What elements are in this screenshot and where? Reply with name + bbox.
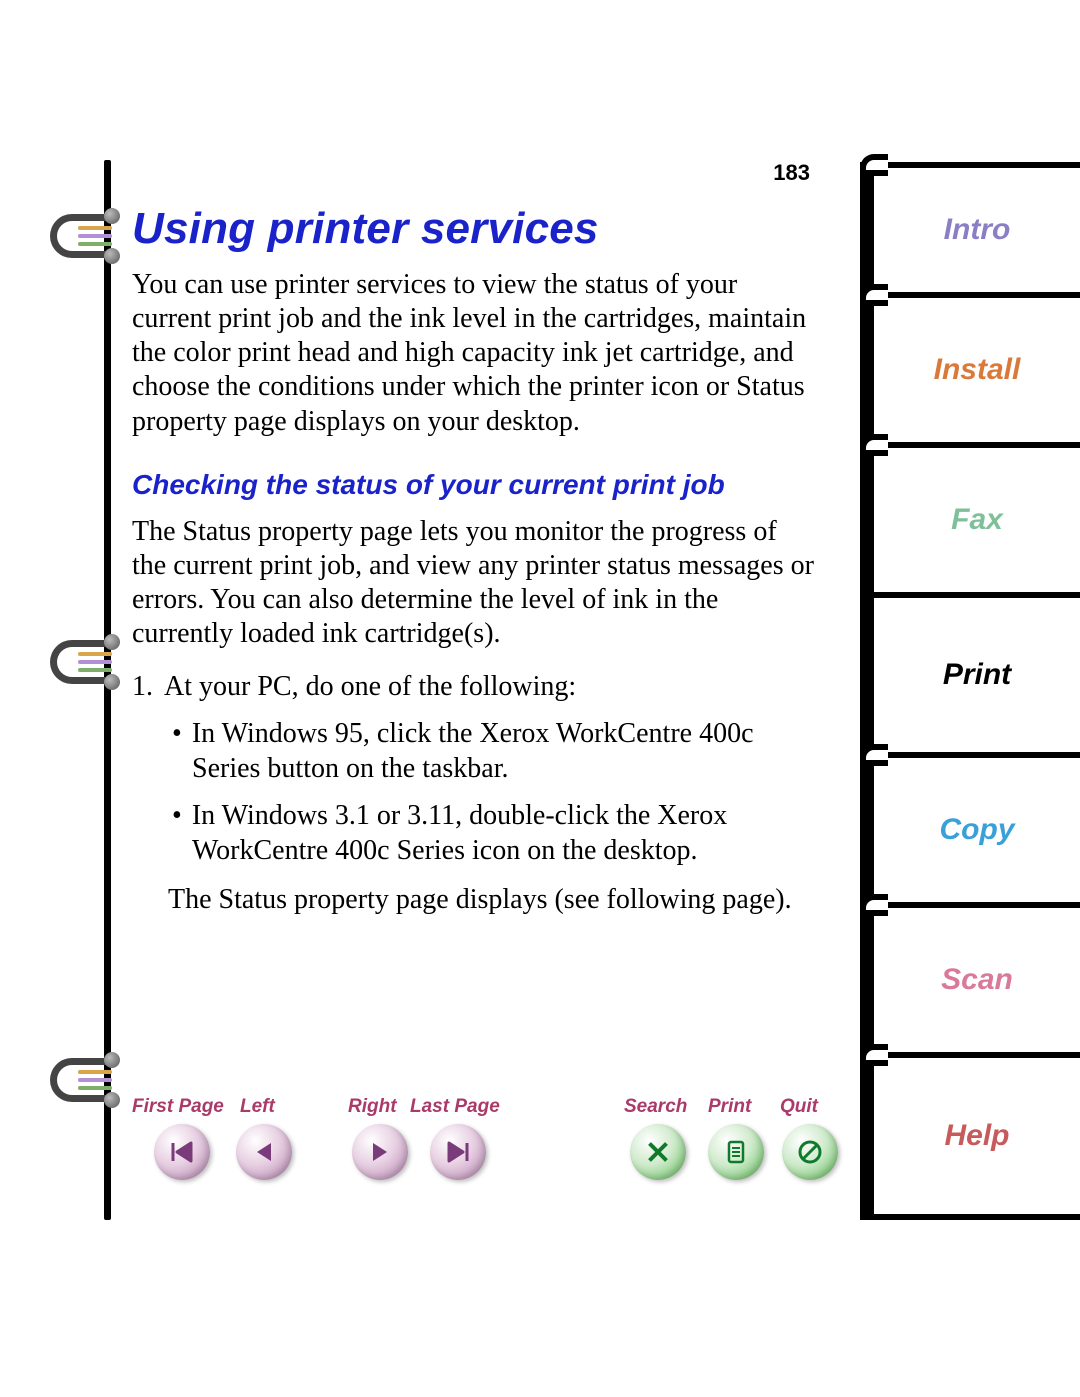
tab-label: Install xyxy=(934,353,1021,387)
page-title: Using printer services xyxy=(132,204,816,254)
binder-ring xyxy=(50,214,114,258)
tab-intro[interactable]: Intro xyxy=(874,162,1080,292)
binder-ring xyxy=(50,640,114,684)
nav-label-right: Right xyxy=(348,1096,397,1118)
left-icon xyxy=(249,1137,279,1167)
first-page-icon xyxy=(167,1137,197,1167)
nav-label-print: Print xyxy=(708,1096,751,1118)
section-heading: Checking the status of your current prin… xyxy=(132,469,816,501)
nav-label-left: Left xyxy=(240,1096,275,1118)
tab-print[interactable]: Print xyxy=(874,592,1080,752)
quit-icon xyxy=(795,1137,825,1167)
page-content: 183 Using printer services You can use p… xyxy=(132,160,816,1180)
tab-label: Intro xyxy=(944,213,1011,247)
print-icon xyxy=(721,1137,751,1167)
search-button[interactable] xyxy=(630,1124,686,1180)
tab-scan[interactable]: Scan xyxy=(874,902,1080,1052)
nav-label-last: Last Page xyxy=(410,1096,500,1118)
tab-fax[interactable]: Fax xyxy=(874,442,1080,592)
nav-label-quit: Quit xyxy=(780,1096,818,1118)
step-1-text: At your PC, do one of the following: xyxy=(164,671,576,702)
step-1: 1.At your PC, do one of the following: xyxy=(132,669,816,704)
right-button[interactable] xyxy=(352,1124,408,1180)
tab-label: Copy xyxy=(940,813,1015,847)
tab-help[interactable]: Help xyxy=(874,1052,1080,1220)
tab-label: Help xyxy=(944,1119,1009,1153)
bullet-1: In Windows 95, click the Xerox WorkCentr… xyxy=(132,716,816,786)
tab-label: Fax xyxy=(951,503,1003,537)
tab-label: Scan xyxy=(941,963,1013,997)
page-number: 183 xyxy=(773,160,810,186)
nav-bar: First Page Left Right Last Page Search P… xyxy=(132,1096,816,1206)
step-1-number: 1. xyxy=(132,669,164,704)
tab-install[interactable]: Install xyxy=(874,292,1080,442)
step-1-result: The Status property page displays (see f… xyxy=(132,882,816,917)
quit-button[interactable] xyxy=(782,1124,838,1180)
right-icon xyxy=(365,1137,395,1167)
first-page-button[interactable] xyxy=(154,1124,210,1180)
intro-paragraph: You can use printer services to view the… xyxy=(132,268,816,439)
search-icon xyxy=(643,1137,673,1167)
print-button[interactable] xyxy=(708,1124,764,1180)
tab-copy[interactable]: Copy xyxy=(874,752,1080,902)
section-paragraph: The Status property page lets you monito… xyxy=(132,515,816,652)
binder-ring xyxy=(50,1058,114,1102)
nav-label-first: First Page xyxy=(132,1096,224,1118)
tab-label: Print xyxy=(943,658,1011,692)
side-tabs: Intro Install Fax Print Copy Scan Help xyxy=(860,162,1080,1220)
last-page-button[interactable] xyxy=(430,1124,486,1180)
last-page-icon xyxy=(443,1137,473,1167)
nav-label-search: Search xyxy=(624,1096,687,1118)
left-button[interactable] xyxy=(236,1124,292,1180)
bullet-2: In Windows 3.1 or 3.11, double-click the… xyxy=(132,798,816,868)
